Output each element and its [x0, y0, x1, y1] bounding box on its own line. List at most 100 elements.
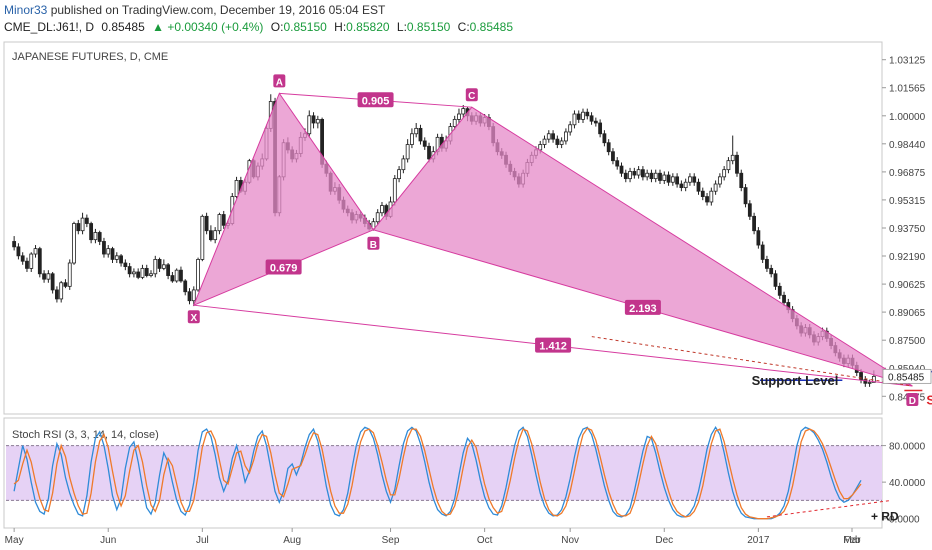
y-tick-label: 0.93750 [889, 224, 926, 235]
stochrsi-band [6, 445, 882, 501]
chart-title: JAPANESE FUTURES, D, CME [12, 51, 168, 63]
candle-body [606, 142, 611, 153]
candle-body [221, 214, 226, 226]
candle-body [37, 248, 42, 275]
candle-body [457, 113, 461, 120]
candle-body [397, 169, 401, 180]
ratio-label: 0.905 [362, 95, 390, 107]
candle-body [179, 269, 183, 282]
x-tick-label: Sep [382, 535, 400, 546]
candle-body [867, 381, 872, 384]
candle-body [461, 108, 466, 115]
y-tick-label: 1.00000 [889, 112, 926, 123]
candle-body [196, 259, 200, 291]
candle-body [564, 131, 568, 142]
price-pane[interactable]: 1.03125 1.01565 1.00000 0.98440 0.96875 0.953… [12, 56, 932, 408]
candle-body [106, 248, 111, 255]
candle-body [696, 181, 701, 192]
candle-body [25, 260, 29, 269]
published-text: published on TradingView.com, December 1… [50, 3, 386, 17]
candle-body [166, 264, 171, 276]
candle-body [602, 133, 607, 144]
candle-body [551, 133, 555, 140]
y-tick-label: 0.89065 [889, 308, 926, 319]
stochrsi-pane[interactable]: Stoch RSI (3, 3, 14, 14, close) 80.0000 40… [6, 426, 926, 526]
candle-body [50, 273, 55, 291]
candle-body [84, 217, 89, 224]
candle-body [213, 230, 218, 241]
candle-body [67, 262, 72, 287]
candle-body [670, 176, 675, 183]
candle-body [234, 180, 239, 197]
candle-body [410, 133, 414, 145]
candle-body [110, 248, 115, 260]
candle-body [593, 120, 598, 124]
publish-line: Minor33 published on TradingView.com, De… [4, 3, 385, 17]
candle-body [418, 127, 423, 142]
candle-body [688, 176, 692, 183]
last-price-tag [882, 368, 932, 384]
candle-body [102, 241, 106, 255]
pattern-point-label: X [190, 313, 197, 324]
candle-body [170, 275, 175, 282]
candle-body [645, 172, 650, 178]
candle-body [611, 151, 615, 162]
ratio-label: 1.412 [539, 341, 567, 353]
candle-body [572, 113, 577, 126]
candle-body [401, 158, 406, 171]
candle-body [132, 271, 136, 275]
candle-body [427, 145, 431, 160]
x-tick-label: Feb [843, 535, 861, 546]
candle-body [127, 266, 132, 275]
candle-body [679, 183, 684, 189]
pattern-point-label: D [909, 396, 916, 407]
candle-body [653, 172, 658, 180]
candle-body [576, 113, 581, 120]
candle-body [217, 214, 222, 232]
stochrsi-tick-label: 0.0000 [889, 515, 920, 526]
symbol-label: CME_DL:J61!, D [4, 20, 95, 34]
low-label: L: [396, 20, 407, 34]
pattern-point-badge [187, 310, 200, 324]
candle-body [713, 183, 718, 192]
candle-body [863, 379, 868, 384]
stochrsi-d-line [13, 427, 862, 520]
candle-body [16, 246, 21, 257]
candle-body [546, 133, 551, 140]
high-value: 0.85820 [346, 20, 390, 34]
close-value: 0.85485 [469, 20, 514, 34]
candle-body [157, 259, 162, 269]
candle-body [747, 203, 752, 217]
candle-body [380, 205, 384, 214]
last-price: 0.85485 [101, 20, 145, 34]
candle-body [700, 190, 705, 197]
ratio-badge [265, 259, 302, 275]
y-tick-label: 1.01565 [889, 84, 926, 95]
candle-body [589, 115, 594, 122]
candle-body [739, 172, 744, 189]
pattern-dashed-guide [591, 336, 913, 387]
pattern-point-badge [367, 236, 380, 250]
ratio-label: 0.679 [270, 262, 298, 274]
candle-body [782, 294, 786, 303]
candle-body [371, 221, 376, 230]
candle-body [743, 187, 748, 205]
candle-body [12, 241, 17, 248]
candle-body [649, 172, 654, 180]
pattern-point-label: B [370, 240, 377, 251]
author-link[interactable]: Minor33 [4, 3, 48, 17]
pattern-point-label: C [468, 91, 475, 102]
candle-body [628, 171, 632, 180]
candle-body [623, 172, 628, 180]
candle-body [773, 273, 778, 287]
candle-body [414, 127, 419, 135]
candle-body [756, 230, 761, 246]
candle-body [392, 178, 397, 203]
close-label: C: [457, 20, 470, 34]
candle-body [730, 154, 735, 162]
candle-body [452, 118, 457, 127]
candle-body [161, 264, 166, 269]
candle-body [765, 259, 769, 269]
x-tick-label: Dec [655, 535, 673, 546]
